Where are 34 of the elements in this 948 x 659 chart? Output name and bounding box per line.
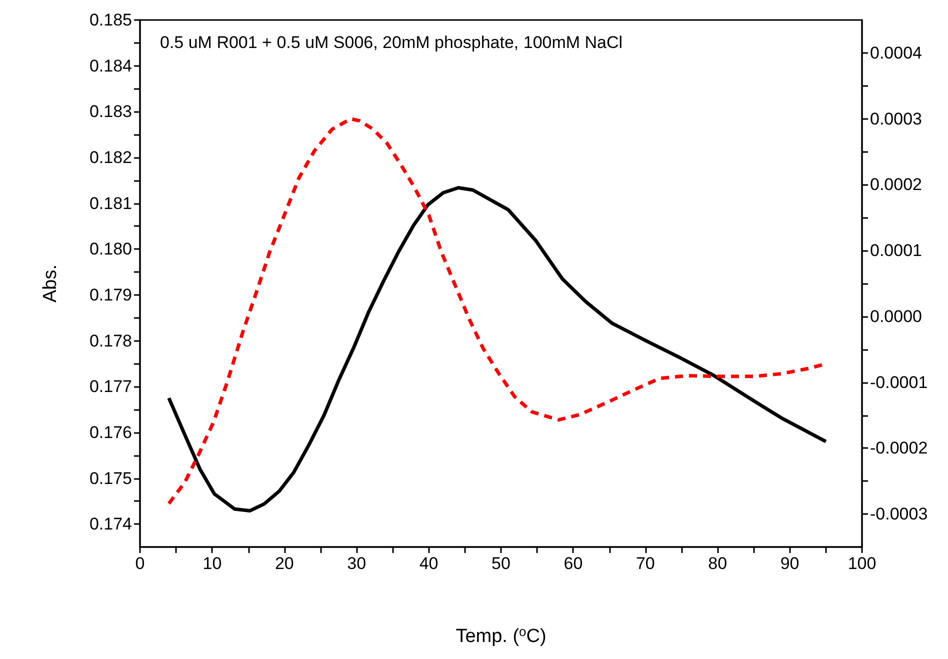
y2-tick-label: 0.0004: [870, 43, 922, 62]
y-tick-label: 0.174: [89, 514, 132, 534]
x-tick-label: 90: [780, 554, 800, 573]
y-axis-title: Abs.: [40, 264, 61, 303]
y-tick-label: 0.179: [89, 285, 132, 304]
y-tick-label: 0.176: [89, 422, 132, 442]
y2-tick-label: 0.0000: [870, 306, 922, 326]
y-tick-label: 0.185: [89, 10, 132, 30]
y-tick-label: 0.181: [89, 194, 132, 213]
y2-tick-label: 0.0002: [870, 175, 922, 194]
y-tick-label: 0.178: [89, 331, 132, 350]
y2-tick-label: -0.0003: [870, 504, 928, 524]
x-tick-label: 80: [708, 554, 728, 573]
x-tick-label: 40: [419, 554, 438, 573]
y-tick-label: 0.182: [89, 148, 132, 167]
y-tick-label: 0.180: [89, 240, 132, 259]
y-tick-label: 0.175: [89, 468, 132, 488]
x-tick-label: 60: [564, 554, 583, 573]
x-tick-label: 30: [347, 554, 366, 573]
x-tick-label: 10: [202, 554, 222, 573]
x-tick-label: 20: [274, 554, 294, 573]
line-series: [167, 186, 828, 513]
y2-tick-label: 0.0001: [870, 241, 922, 260]
y2-tick-label: 0.0003: [870, 109, 922, 128]
x-tick-label: 0: [135, 554, 145, 573]
y2-tick-label: -0.0002: [870, 438, 928, 458]
y-tick-label: 0.177: [89, 377, 132, 396]
annotation: 0.5 uM R001 + 0.5 uM S006, 20mM phosphate, 100mM NaCl: [160, 33, 623, 52]
y-tick-label: 0.184: [89, 56, 132, 76]
x-tick-label: 50: [492, 554, 510, 573]
x-tick-label: 70: [636, 554, 655, 573]
x-tick-label: 100: [848, 554, 876, 573]
y2-tick-label: -0.0001: [870, 372, 928, 392]
y-tick-label: 0.183: [89, 102, 132, 122]
